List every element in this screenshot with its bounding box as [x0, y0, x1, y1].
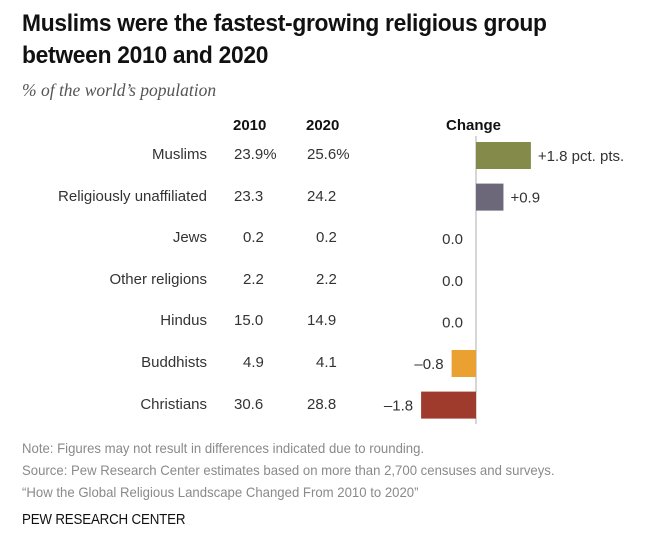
column-header-change: Change: [446, 117, 502, 134]
value-2010-jews: 0.2: [243, 229, 264, 247]
value-2020-christians: 28.8: [307, 395, 337, 413]
change-bar-muslims: [476, 142, 531, 169]
row-label-hindus: Hindus: [160, 312, 207, 330]
value-2020-hindus: 14.9: [307, 312, 337, 330]
row-label-muslims: Muslims: [152, 146, 207, 163]
value-2020-other-religions: 2.2: [316, 270, 337, 288]
row-label-buddhists: Buddhists: [141, 354, 207, 371]
value-2020-buddhists: 4.1: [316, 354, 337, 371]
source-text: Source: Pew Research Center estimates ba…: [22, 462, 555, 478]
change-label-religiously-unaffiliated: +0.9: [510, 190, 540, 207]
value-2010-buddhists: 4.9: [243, 354, 264, 371]
change-label-muslims: +1.8 pct. pts.: [538, 148, 624, 165]
chart-title-line-1: Muslims were the fastest-growing religio…: [22, 10, 547, 37]
value-2010-other-religions: 2.2: [243, 270, 264, 288]
row-label-other-religions: Other religions: [109, 270, 207, 288]
chart-title-line-2: between 2010 and 2020: [22, 42, 269, 69]
change-bar-religiously-unaffiliated: [476, 183, 504, 211]
change-bars: [421, 142, 531, 419]
row-label-christians: Christians: [140, 395, 207, 413]
row-label-jews: Jews: [172, 229, 207, 247]
change-label-christians: –1.8: [384, 398, 413, 415]
value-2010-hindus: 15.0: [234, 312, 264, 330]
report-title-text: “How the Global Religious Landscape Chan…: [22, 484, 419, 500]
value-2010-christians: 30.6: [234, 395, 264, 413]
change-bar-christians: [421, 391, 476, 419]
column-header-2020: 2020: [306, 117, 340, 134]
pew-research-center-logo: PEW RESEARCH CENTER: [22, 512, 186, 528]
change-labels: +1.8 pct. pts. +0.9 0.0 0.0 0.0 –0.8 –1.8: [384, 148, 624, 415]
value-2010-muslims: 23.9%: [234, 146, 277, 163]
change-label-other-religions: 0.0: [442, 273, 463, 290]
column-header-2010: 2010: [233, 117, 267, 134]
row-label-religiously-unaffiliated: Religiously unaffiliated: [58, 187, 207, 205]
chart-title: Muslims were the fastest-growing religio…: [22, 8, 608, 72]
change-label-hindus: 0.0: [442, 314, 463, 331]
chart-subtitle: % of the world’s population: [22, 80, 217, 100]
value-2010-religiously-unaffiliated: 23.3: [234, 187, 264, 205]
change-label-buddhists: –0.8: [414, 356, 443, 373]
note-text: Note: Figures may not result in differen…: [22, 440, 425, 456]
change-label-jews: 0.0: [442, 231, 463, 248]
change-bar-buddhists: [451, 350, 476, 377]
value-2020-religiously-unaffiliated: 24.2: [307, 187, 337, 205]
value-2020-jews: 0.2: [316, 229, 337, 247]
value-2020-muslims: 25.6%: [307, 146, 350, 163]
